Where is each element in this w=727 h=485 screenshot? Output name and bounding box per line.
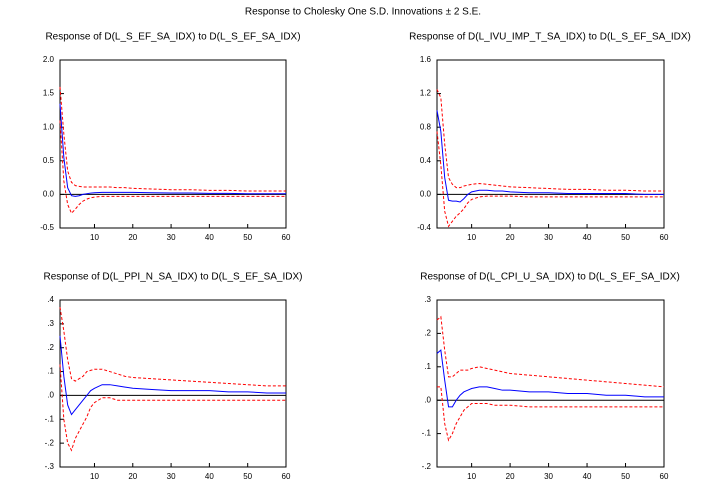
plot-frame: [59, 299, 287, 468]
response-line: [436, 89, 664, 192]
x-tick-label: 30: [167, 233, 176, 242]
plot-frame: [59, 59, 287, 229]
y-tick-label: 1.2: [420, 89, 432, 98]
x-tick-label: 30: [167, 472, 176, 481]
y-tick-label: -.3: [45, 462, 55, 471]
y-tick-label: 0.0: [43, 190, 55, 199]
plot-frame: [436, 59, 665, 229]
y-tick-label: .4: [47, 295, 54, 304]
x-tick-label: 50: [621, 233, 630, 242]
panel-title: Response of D(L_CPI_U_SA_IDX) to D(L_S_E…: [420, 272, 680, 283]
x-tick-label: 60: [660, 233, 669, 242]
x-tick-label: 40: [205, 233, 214, 242]
response-line: [59, 120, 286, 215]
response-line: [436, 349, 664, 408]
response-line: [436, 131, 664, 228]
x-tick-label: 40: [583, 233, 592, 242]
y-tick-label: .1: [424, 362, 431, 371]
x-tick-label: 60: [660, 472, 669, 481]
x-tick-label: 10: [467, 233, 476, 242]
y-tick-label: .0: [424, 395, 431, 404]
x-tick-label: 50: [243, 233, 252, 242]
x-tick-label: 60: [282, 472, 291, 481]
y-tick-label: -0.5: [40, 223, 54, 232]
y-tick-label: 0.8: [420, 122, 432, 131]
x-tick-label: 10: [467, 472, 476, 481]
y-tick-label: -0.4: [417, 223, 431, 232]
x-tick-label: 40: [205, 472, 214, 481]
x-tick-label: 10: [90, 472, 99, 481]
x-tick-label: 20: [506, 472, 515, 481]
x-tick-label: 20: [128, 233, 137, 242]
response-line: [437, 386, 664, 442]
y-tick-label: 1.5: [43, 89, 55, 98]
x-tick-label: 60: [282, 233, 291, 242]
x-tick-label: 10: [90, 233, 99, 242]
response-line: [59, 364, 286, 452]
x-tick-label: 30: [544, 472, 553, 481]
response-line: [59, 307, 286, 387]
y-tick-label: .0: [47, 391, 54, 400]
y-tick-label: .2: [424, 329, 431, 338]
panel-title: Response of D(L_PPI_N_SA_IDX) to D(L_S_E…: [43, 272, 302, 283]
response-line: [59, 335, 286, 416]
y-tick-label: 1.6: [420, 55, 432, 64]
y-tick-label: .3: [424, 295, 431, 304]
response-line: [59, 103, 286, 197]
x-tick-label: 50: [621, 472, 630, 481]
x-tick-label: 50: [243, 472, 252, 481]
x-tick-label: 20: [506, 233, 515, 242]
y-tick-label: 2.0: [43, 55, 55, 64]
y-tick-label: .1: [47, 367, 54, 376]
response-line: [436, 110, 664, 203]
x-tick-label: 30: [544, 233, 553, 242]
y-tick-label: 0.4: [420, 156, 432, 165]
y-tick-label: -.2: [45, 438, 55, 447]
plot-frame: [436, 299, 665, 468]
y-tick-label: 0.5: [43, 156, 55, 165]
y-tick-label: .3: [47, 319, 54, 328]
y-tick-label: -.1: [45, 414, 55, 423]
panel-title: Response of D(L_S_EF_SA_IDX) to D(L_S_EF…: [45, 32, 300, 43]
response-line: [59, 86, 286, 192]
y-tick-label: 0.0: [420, 190, 432, 199]
response-line: [436, 315, 665, 388]
y-tick-label: 1.0: [43, 122, 55, 131]
y-tick-label: -.2: [422, 462, 432, 471]
figure-title: Response to Cholesky One S.D. Innovation…: [245, 7, 481, 18]
x-tick-label: 20: [128, 472, 137, 481]
x-tick-label: 40: [583, 472, 592, 481]
panel-title: Response of D(L_IVU_IMP_T_SA_IDX) to D(L…: [409, 32, 691, 43]
y-tick-label: .2: [47, 343, 54, 352]
y-tick-label: -.1: [422, 429, 432, 438]
